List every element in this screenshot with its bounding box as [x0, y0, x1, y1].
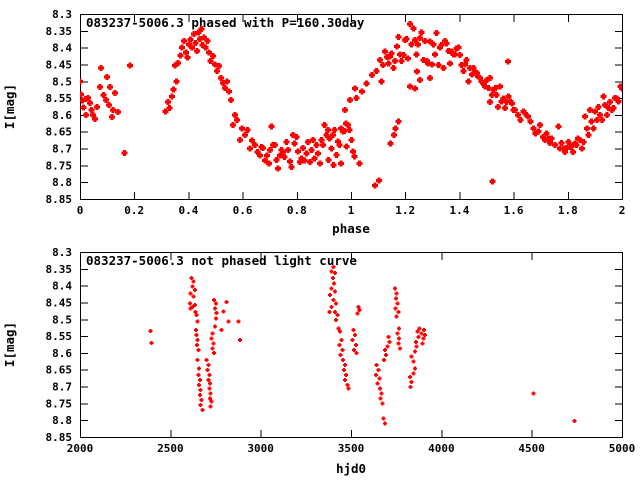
y-tick-label: 8.65: [46, 364, 73, 377]
axis-ticks: [80, 252, 623, 438]
y-tick-label: 8.45: [46, 58, 73, 71]
x-tick-label: 1.8: [558, 204, 578, 217]
x-tick-label: 2000: [67, 442, 94, 455]
x-tick-label: 0.6: [233, 204, 253, 217]
panel-unphased: 2000 2500 3000 3500 4000 4500 5000 8.3 8.35 8.4 8.…: [2, 246, 635, 476]
plot-frame: [80, 252, 623, 438]
y-tick-label: 8.3: [52, 8, 72, 21]
chart-title: 083237-5006.3 phased with P=160.30day: [86, 15, 365, 30]
x-tick-label: 0.2: [124, 204, 144, 217]
plot-frame: [80, 14, 623, 200]
y-tick-label: 8.55: [46, 92, 73, 105]
x-tick-label: 1: [348, 204, 355, 217]
x-tick-label: 3000: [247, 442, 274, 455]
x-tick-label: 3500: [338, 442, 365, 455]
x-axis-label: phase: [332, 221, 370, 236]
x-tick-label: 2500: [157, 442, 184, 455]
y-tick-label: 8.5: [52, 75, 72, 88]
x-tick-label: 1.2: [395, 204, 415, 217]
y-tick-label: 8.4: [52, 42, 72, 55]
y-tick-label: 8.65: [46, 126, 73, 139]
x-tick-label: 1.6: [504, 204, 524, 217]
x-tick-label: 0: [77, 204, 84, 217]
scatter-points: [80, 21, 622, 189]
y-tick-label: 8.8: [52, 414, 72, 427]
chart-title: 083237-5006.3 not phased light curve: [86, 253, 357, 268]
panel-phased: 0 0.2 0.4 0.6 0.8 1 1.2 1.4 1.6 1.8 2 8.3 8.35 8.4 8.4…: [2, 8, 625, 236]
x-tick-label: 1.4: [449, 204, 469, 217]
x-tick-label: 4000: [428, 442, 455, 455]
y-axis-label: I[mag]: [2, 84, 17, 129]
axis-ticks: [80, 14, 623, 200]
y-tick-label: 8.85: [46, 431, 73, 444]
y-tick-label: 8.85: [46, 193, 73, 206]
y-axis-label: I[mag]: [2, 322, 17, 367]
y-tick-label: 8.8: [52, 176, 72, 189]
y-tick-label: 8.7: [52, 381, 72, 394]
y-tick-label: 8.7: [52, 143, 72, 156]
y-tick-label: 8.75: [46, 159, 73, 172]
x-tick-label: 4500: [518, 442, 545, 455]
x-tick-label: 5000: [609, 442, 636, 455]
x-axis-label: hjd0: [336, 461, 366, 476]
y-tick-label: 8.3: [52, 246, 72, 259]
y-tick-label: 8.75: [46, 397, 73, 410]
y-tick-label: 8.6: [52, 347, 72, 360]
y-tick-label: 8.35: [46, 263, 73, 276]
y-tick-label: 8.55: [46, 330, 73, 343]
scatter-points: [148, 265, 577, 426]
y-tick-label: 8.45: [46, 296, 73, 309]
x-tick-label: 2: [619, 204, 626, 217]
y-tick-label: 8.6: [52, 109, 72, 122]
y-tick-label: 8.4: [52, 280, 72, 293]
y-tick-label: 8.35: [46, 25, 73, 38]
y-tick-label: 8.5: [52, 313, 72, 326]
x-tick-label: 0.8: [287, 204, 307, 217]
x-tick-label: 0.4: [178, 204, 198, 217]
